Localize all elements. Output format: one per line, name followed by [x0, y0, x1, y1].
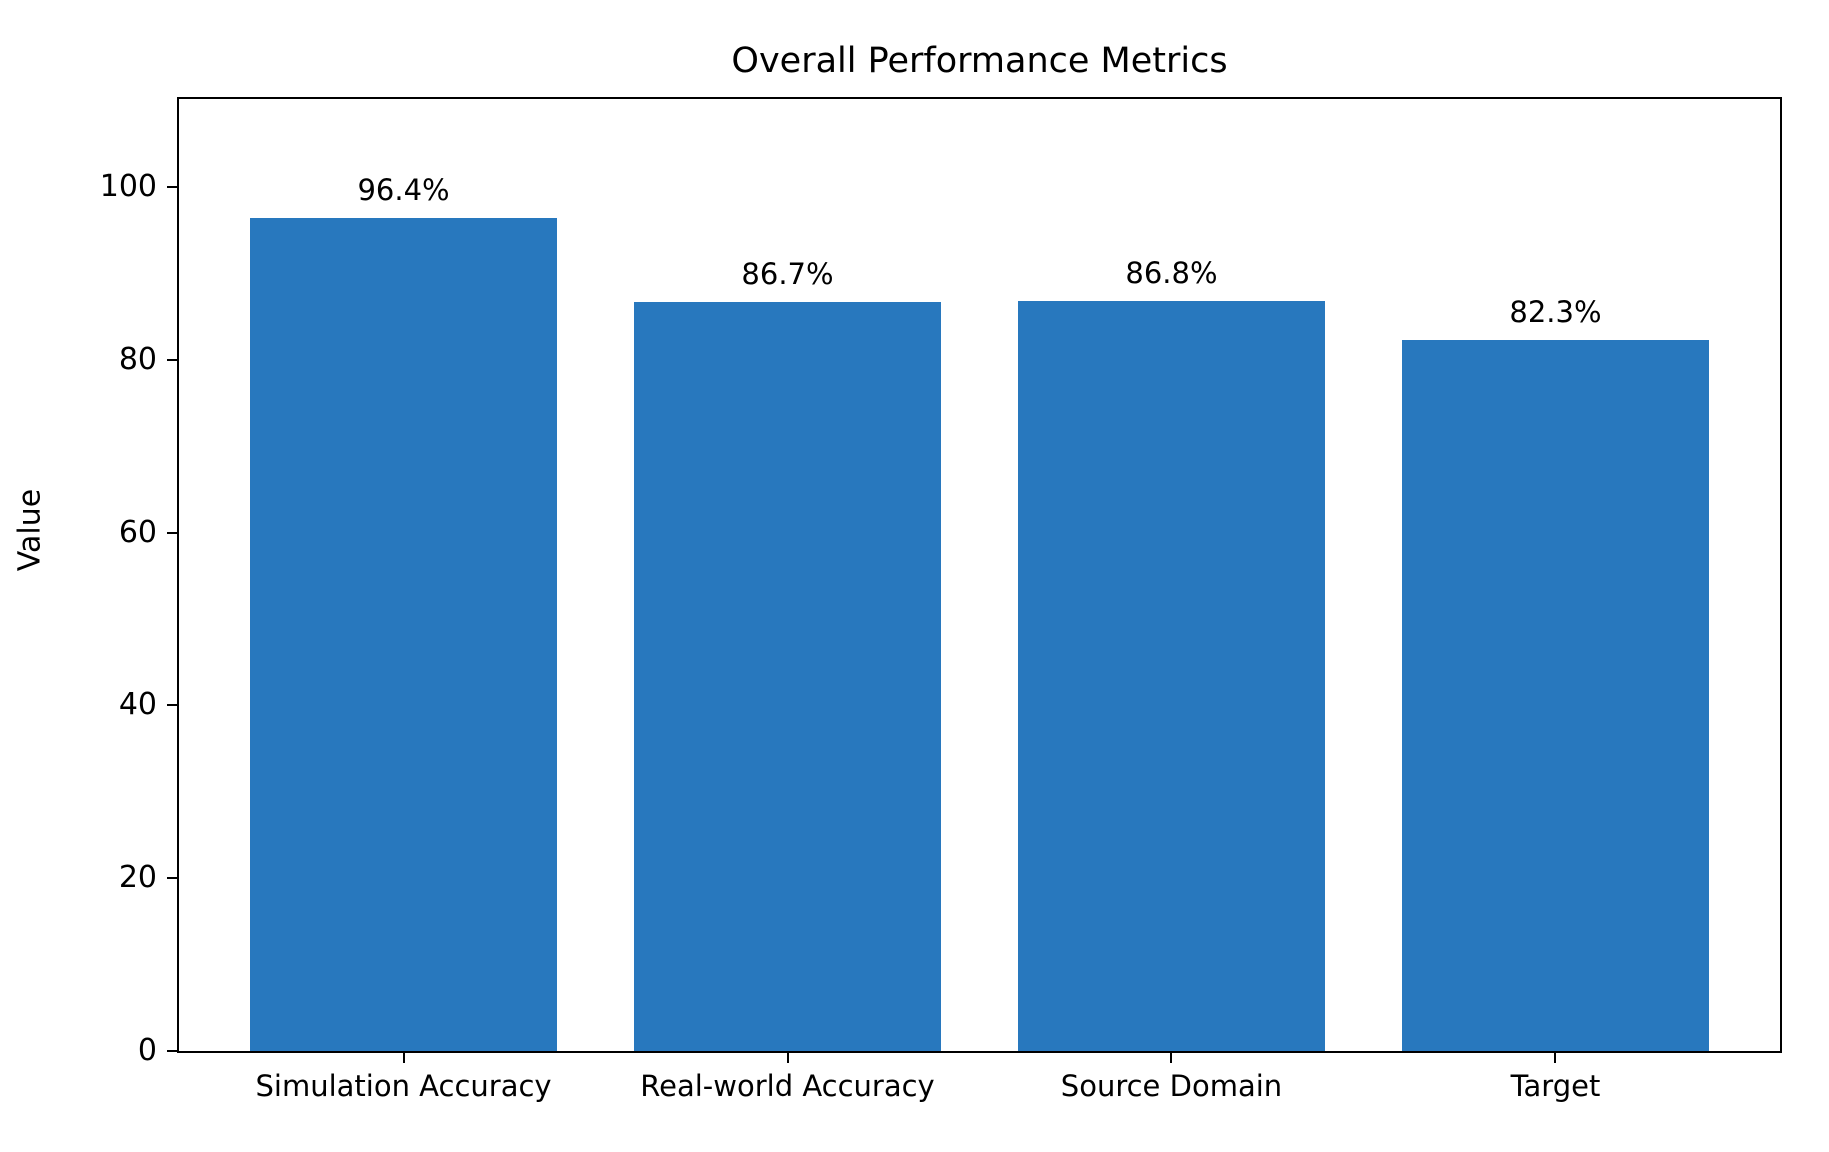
x-tick-mark	[786, 1053, 789, 1063]
y-tick-label: 40	[118, 687, 157, 723]
bar	[1017, 300, 1326, 1051]
y-tick-mark	[167, 358, 177, 361]
x-category-label: Source Domain	[1060, 1069, 1283, 1103]
x-category-label: Target	[1510, 1069, 1601, 1103]
x-tick-mark	[1554, 1053, 1557, 1063]
bar-value-label: 86.8%	[1125, 255, 1218, 290]
bar-value-label: 82.3%	[1509, 294, 1602, 329]
y-tick-mark	[167, 704, 177, 707]
chart-title: Overall Performance Metrics	[731, 41, 1228, 81]
bar-value-label: 86.7%	[741, 256, 834, 291]
bar	[249, 217, 558, 1051]
y-tick-mark	[167, 185, 177, 188]
x-tick-mark	[1170, 1053, 1173, 1063]
bar	[633, 301, 942, 1051]
bar-value-label: 96.4%	[357, 172, 450, 207]
x-tick-mark	[402, 1053, 405, 1063]
y-tick-label: 100	[99, 168, 157, 204]
y-tick-label: 80	[118, 341, 157, 377]
bar	[1401, 339, 1710, 1051]
y-tick-mark	[167, 877, 177, 880]
y-tick-label: 20	[118, 860, 157, 896]
y-tick-mark	[167, 1050, 177, 1052]
y-tick-label: 60	[118, 514, 157, 550]
x-category-label: Real-world Accuracy	[640, 1069, 935, 1103]
y-tick-label: 0	[137, 1033, 157, 1068]
y-tick-mark	[167, 531, 177, 534]
x-category-label: Simulation Accuracy	[255, 1069, 552, 1103]
